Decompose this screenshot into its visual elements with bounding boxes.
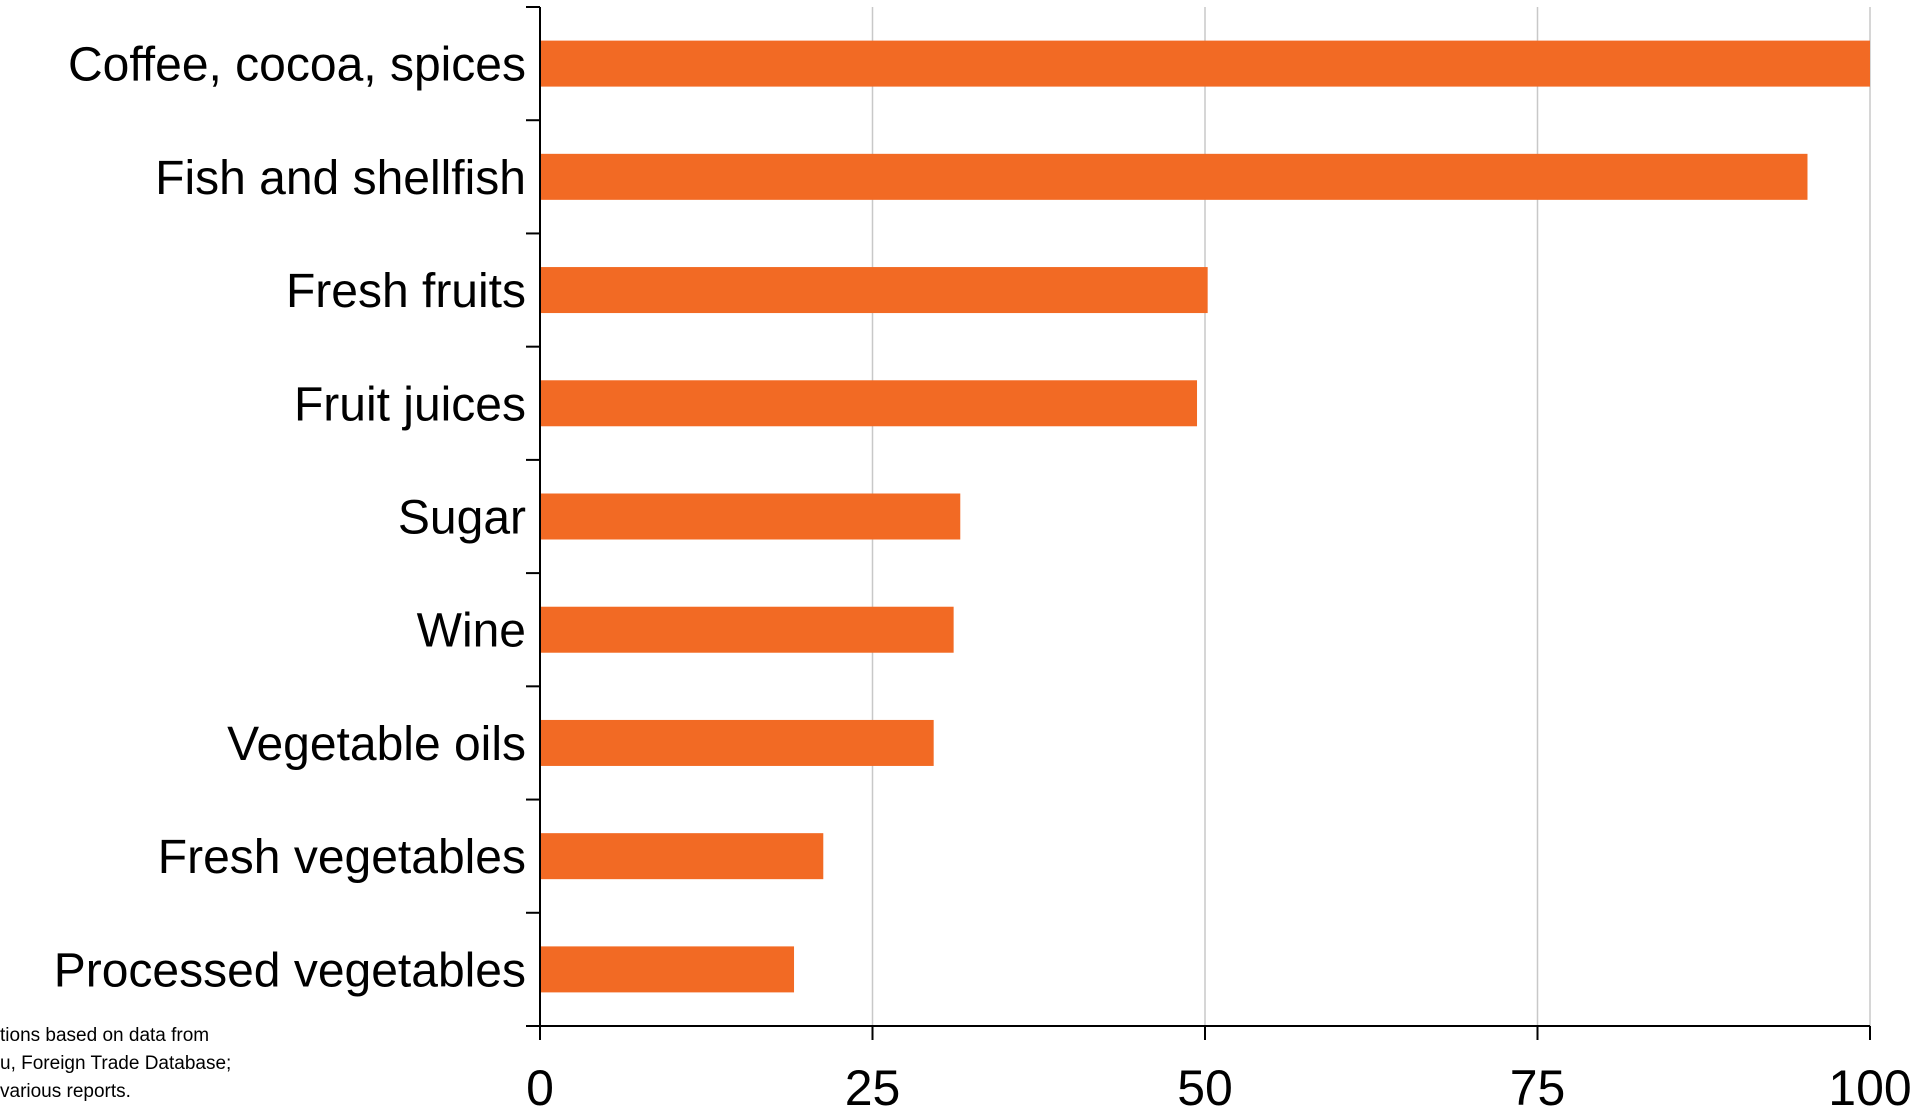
category-label-1: Fish and shellfish (155, 152, 526, 205)
x-tick-labels: 0 25 50 75 100 (526, 1060, 1912, 1110)
bar-6 (540, 719, 934, 766)
category-label-0: Coffee, cocoa, spices (68, 39, 526, 92)
bar-0 (540, 40, 1870, 87)
category-label-8: Processed vegetables (54, 944, 526, 997)
source-note: tions based on data from u, Foreign Trad… (0, 1025, 231, 1102)
category-label-6: Vegetable oils (227, 718, 526, 771)
axes (526, 6, 1871, 1040)
bars (540, 40, 1870, 993)
category-label-7: Fresh vegetables (158, 831, 526, 884)
x-tick-label-0: 0 (526, 1060, 554, 1110)
category-label-2: Fresh fruits (286, 265, 526, 318)
category-label-4: Sugar (398, 492, 526, 545)
category-label-3: Fruit juices (294, 378, 526, 431)
source-note-line-3: various reports. (0, 1081, 131, 1102)
x-tick-label-2: 50 (1177, 1060, 1233, 1110)
source-note-line-2: u, Foreign Trade Database; (0, 1053, 231, 1074)
x-tick-label-4: 100 (1828, 1060, 1911, 1110)
bar-1 (540, 153, 1808, 200)
x-tick-label-1: 25 (845, 1060, 901, 1110)
bar-7 (540, 833, 824, 880)
bar-2 (540, 267, 1208, 314)
bar-5 (540, 606, 954, 653)
bar-3 (540, 380, 1198, 427)
source-note-line-1: tions based on data from (0, 1025, 209, 1046)
bar-8 (540, 946, 795, 993)
category-label-5: Wine (417, 605, 526, 658)
category-labels: Coffee, cocoa, spices Fish and shellfish F… (54, 39, 526, 998)
bar-4 (540, 493, 961, 540)
x-tick-label-3: 75 (1510, 1060, 1566, 1110)
